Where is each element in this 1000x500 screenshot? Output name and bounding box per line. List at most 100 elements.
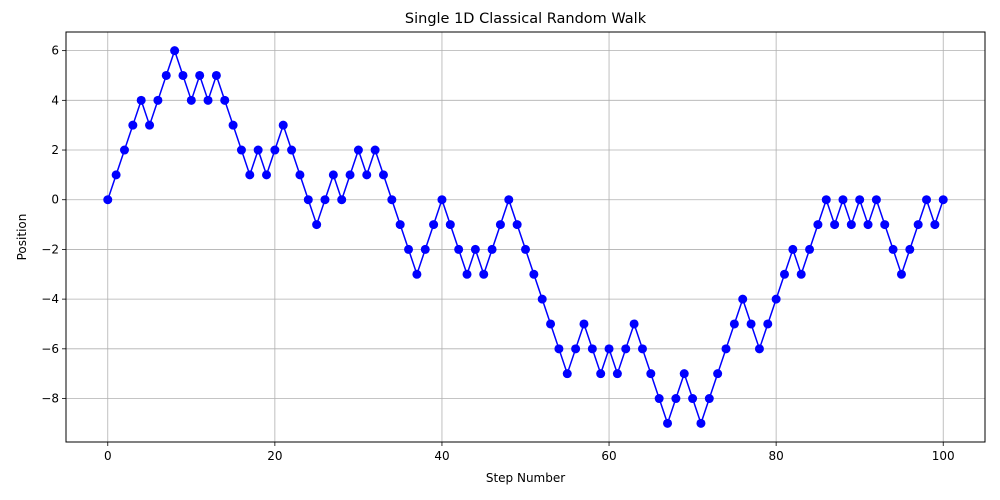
data-point — [420, 244, 430, 254]
data-point — [103, 195, 113, 205]
grid-lines — [66, 32, 985, 442]
data-point — [328, 170, 338, 180]
data-point — [278, 120, 288, 130]
data-point — [119, 145, 129, 155]
data-point — [788, 244, 798, 254]
y-tick-label: 0 — [51, 193, 59, 207]
y-tick-label: 4 — [51, 93, 59, 107]
data-point — [287, 145, 297, 155]
data-point — [429, 220, 439, 230]
data-point — [295, 170, 305, 180]
data-point — [729, 319, 739, 329]
data-point — [596, 369, 606, 379]
y-tick-label: 2 — [51, 143, 59, 157]
data-series — [103, 46, 948, 428]
data-point — [537, 294, 547, 304]
y-tick-label: −6 — [41, 342, 59, 356]
data-point — [663, 418, 673, 428]
plot-frame — [65, 31, 986, 443]
data-point — [270, 145, 280, 155]
data-point — [412, 269, 422, 279]
data-point — [303, 195, 313, 205]
data-point — [554, 344, 564, 354]
data-point — [345, 170, 355, 180]
data-point — [604, 344, 614, 354]
data-point — [236, 145, 246, 155]
data-point — [930, 220, 940, 230]
data-point — [378, 170, 388, 180]
data-point — [746, 319, 756, 329]
data-point — [145, 120, 155, 130]
data-point — [128, 120, 138, 130]
data-point — [479, 269, 489, 279]
data-point — [805, 244, 815, 254]
data-point — [938, 195, 948, 205]
data-point — [922, 195, 932, 205]
x-tick-label: 40 — [434, 449, 449, 463]
data-point — [320, 195, 330, 205]
data-point — [546, 319, 556, 329]
data-point — [763, 319, 773, 329]
data-point — [512, 220, 522, 230]
data-point — [445, 220, 455, 230]
data-point — [170, 46, 180, 56]
y-tick-label: −4 — [41, 292, 59, 306]
data-point — [253, 145, 263, 155]
data-point — [504, 195, 514, 205]
data-point — [136, 95, 146, 105]
data-point — [855, 195, 865, 205]
data-point — [186, 95, 196, 105]
data-point — [487, 244, 497, 254]
data-point — [713, 369, 723, 379]
data-point — [846, 220, 856, 230]
data-point — [203, 95, 213, 105]
x-tick-label: 20 — [267, 449, 282, 463]
data-point — [470, 244, 480, 254]
x-tick-label: 60 — [601, 449, 616, 463]
data-point — [370, 145, 380, 155]
data-point — [796, 269, 806, 279]
data-point — [571, 344, 581, 354]
data-point — [587, 344, 597, 354]
data-point — [738, 294, 748, 304]
data-point — [228, 120, 238, 130]
y-axis-label: Position — [15, 214, 29, 261]
data-point — [211, 70, 221, 80]
x-axis-ticks: 0 20 40 60 80 100 — [104, 442, 955, 463]
data-point — [612, 369, 622, 379]
data-point — [111, 170, 121, 180]
data-point — [404, 244, 414, 254]
data-point — [896, 269, 906, 279]
data-point — [771, 294, 781, 304]
data-point — [813, 220, 823, 230]
data-point — [262, 170, 272, 180]
data-point — [245, 170, 255, 180]
data-point — [495, 220, 505, 230]
data-point — [521, 244, 530, 254]
x-axis-label: Step Number — [486, 471, 565, 485]
data-point — [337, 195, 347, 205]
data-point — [696, 418, 706, 428]
data-point — [905, 244, 915, 254]
data-point — [178, 70, 188, 80]
data-point — [353, 145, 363, 155]
data-point — [830, 220, 840, 230]
data-point — [437, 195, 447, 205]
data-point — [395, 220, 405, 230]
data-point — [704, 394, 714, 404]
y-tick-label: −2 — [41, 242, 59, 256]
data-point — [646, 369, 656, 379]
data-point — [462, 269, 472, 279]
data-point — [821, 195, 831, 205]
data-point — [312, 220, 322, 230]
chart-title: Single 1D Classical Random Walk — [405, 11, 647, 27]
data-point — [654, 394, 664, 404]
data-point — [688, 394, 698, 404]
x-tick-label: 100 — [932, 449, 955, 463]
data-point — [454, 244, 464, 254]
data-point — [579, 319, 589, 329]
data-point — [721, 344, 731, 354]
data-point — [161, 70, 171, 80]
